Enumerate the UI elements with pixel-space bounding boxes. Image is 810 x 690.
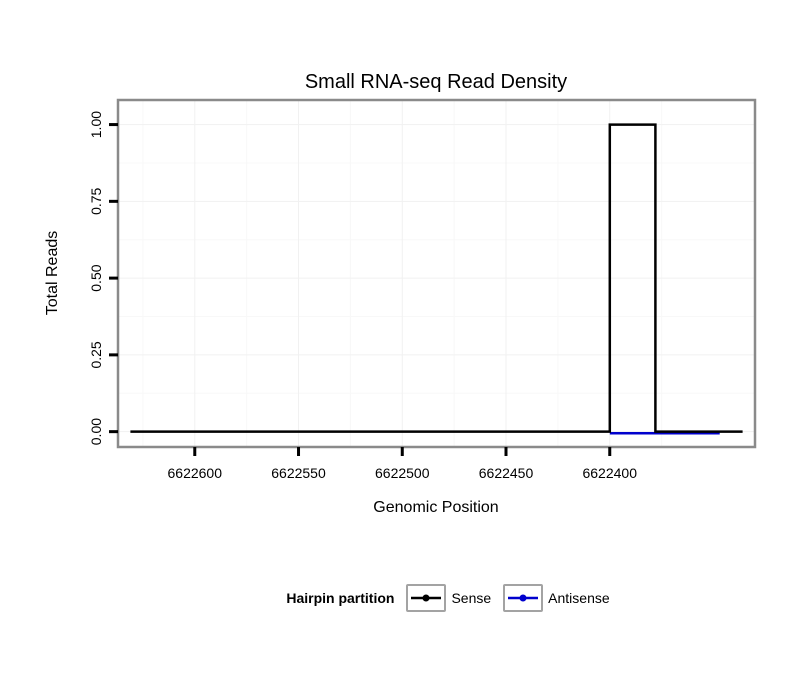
x-axis-title: Genomic Position <box>373 499 498 516</box>
panel-border <box>116 98 757 449</box>
x-tick-label: 6622500 <box>375 465 430 481</box>
x-tick-label: 6622450 <box>479 465 534 481</box>
x-tick-label: 6622400 <box>582 465 637 481</box>
y-tick-label: 0.50 <box>88 264 104 291</box>
legend-key-sense-icon <box>406 584 447 612</box>
legend-key-point <box>422 594 430 602</box>
legend-label-antisense: Antisense <box>548 590 610 606</box>
legend-items: Sense Antisense <box>406 584 610 612</box>
y-axis-title: Total Reads <box>44 231 61 316</box>
plot-layer: 6622600 6622550 6622500 6622450 6622400 0.00 0… <box>88 98 757 481</box>
x-tick-label: 6622600 <box>168 465 223 481</box>
chart-title: Small RNA-seq Read Density <box>305 71 567 93</box>
legend-label-sense: Sense <box>451 590 492 606</box>
y-tick-label: 0.75 <box>88 187 104 214</box>
x-tick-label: 6622550 <box>271 465 326 481</box>
y-tick-label: 1.00 <box>88 111 104 138</box>
y-tick-label: 0.00 <box>88 418 104 445</box>
legend-title: Hairpin partition <box>286 590 395 606</box>
legend-item-antisense: Antisense <box>503 584 610 612</box>
y-tick-label: 0.25 <box>88 341 104 368</box>
legend-key-point <box>519 594 527 602</box>
legend: Hairpin partition Sense Antisense <box>0 584 810 612</box>
legend-key-antisense-icon <box>503 584 544 612</box>
legend-item-sense: Sense <box>406 584 491 612</box>
plot-area: 6622600 6622550 6622500 6622450 6622400 0.00 0… <box>44 71 757 516</box>
series-sense-line <box>130 123 743 433</box>
panel-background <box>118 100 755 447</box>
